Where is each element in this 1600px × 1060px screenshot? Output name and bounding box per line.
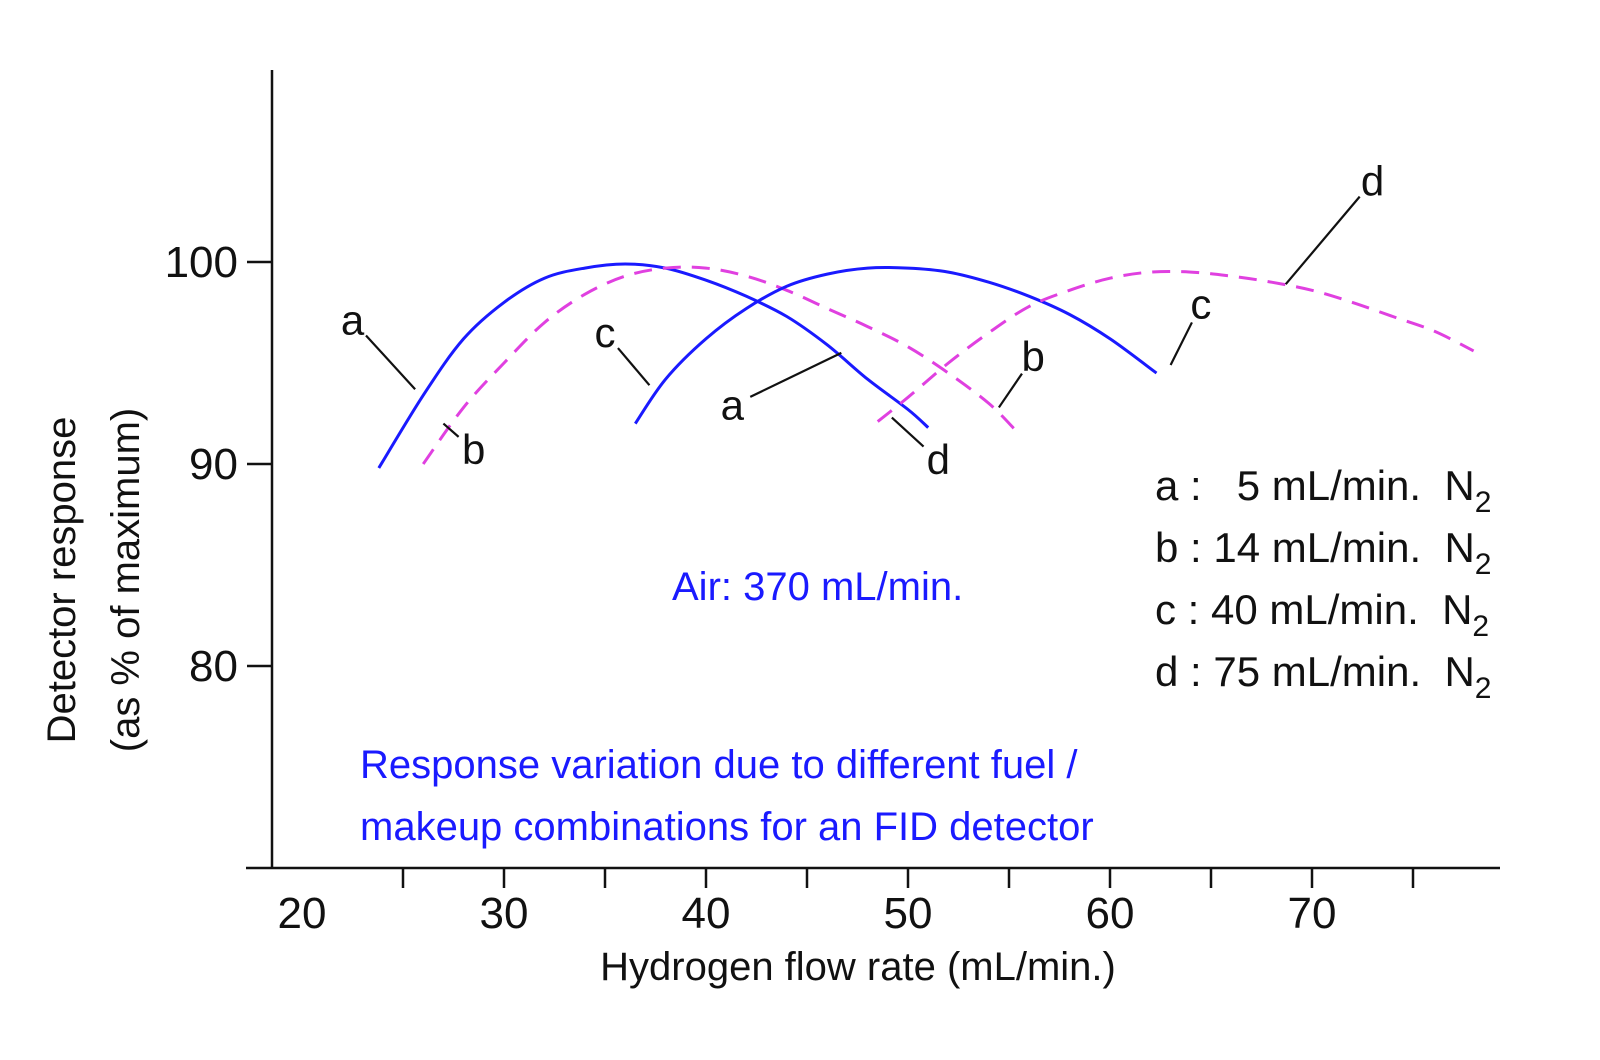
y-tick-label-80: 80 [189, 642, 238, 691]
curve-label-b-1: b [462, 426, 485, 473]
caption-line2: makeup combinations for an FID detector [360, 805, 1094, 849]
series-layer [377, 262, 1475, 469]
series-line-d [876, 269, 1475, 423]
curve-leader-a-3 [749, 351, 842, 398]
curve-leader-d-4 [891, 416, 925, 448]
curve-label-a-3: a [721, 382, 745, 429]
caption-line1: Response variation due to different fuel… [360, 743, 1078, 787]
curve-leader-c-2 [617, 347, 651, 386]
x-tick-label-20: 20 [278, 889, 327, 938]
curve-label-c-2: c [595, 309, 616, 356]
curve-leader-b-5 [997, 372, 1023, 409]
y-axis-title-line2: (as % of maximum) [104, 408, 148, 753]
curve-label-a-0: a [341, 297, 365, 344]
legend-entry-c: c : 40 mL/min. N2 [1155, 586, 1489, 643]
legend-entry-b: b : 14 mL/min. N2 [1155, 524, 1491, 581]
x-ticks: 20 30 40 50 60 70 [278, 868, 1415, 938]
curve-label-c-6: c [1190, 281, 1211, 328]
y-ticks: 80 90 100 [165, 238, 272, 691]
curve-label-d-4: d [927, 436, 950, 483]
y-axis-title-line1: Detector response [40, 417, 84, 744]
air-flow-note: Air: 370 mL/min. [672, 565, 963, 609]
curve-leader-d-7 [1284, 195, 1361, 285]
curve-leader-a-0 [365, 334, 416, 391]
x-tick-label-70: 70 [1288, 889, 1337, 938]
x-tick-label-30: 30 [480, 889, 529, 938]
x-axis-title: Hydrogen flow rate (mL/min.) [600, 945, 1116, 989]
y-tick-label-100: 100 [165, 238, 238, 287]
x-tick-label-50: 50 [884, 889, 933, 938]
legend-entry-d: d : 75 mL/min. N2 [1155, 648, 1491, 705]
legend-entry-a: a : 5 mL/min. N2 [1155, 462, 1491, 519]
x-tick-label-60: 60 [1086, 889, 1135, 938]
curve-leader-c-6 [1169, 321, 1193, 366]
curve-leader-b-1 [442, 422, 460, 438]
curve-label-b-5: b [1022, 333, 1045, 380]
y-axis-title: Detector response (as % of maximum) [40, 408, 148, 753]
x-tick-label-40: 40 [682, 889, 731, 938]
curve-label-d-7: d [1361, 157, 1384, 204]
series-line-c [634, 265, 1158, 425]
series-line-b [421, 265, 1017, 465]
legend: a : 5 mL/min. N2 b : 14 mL/min. N2 c : 4… [1155, 462, 1491, 705]
y-tick-label-90: 90 [189, 440, 238, 489]
curve-labels: a b c a d b c d [341, 157, 1384, 483]
